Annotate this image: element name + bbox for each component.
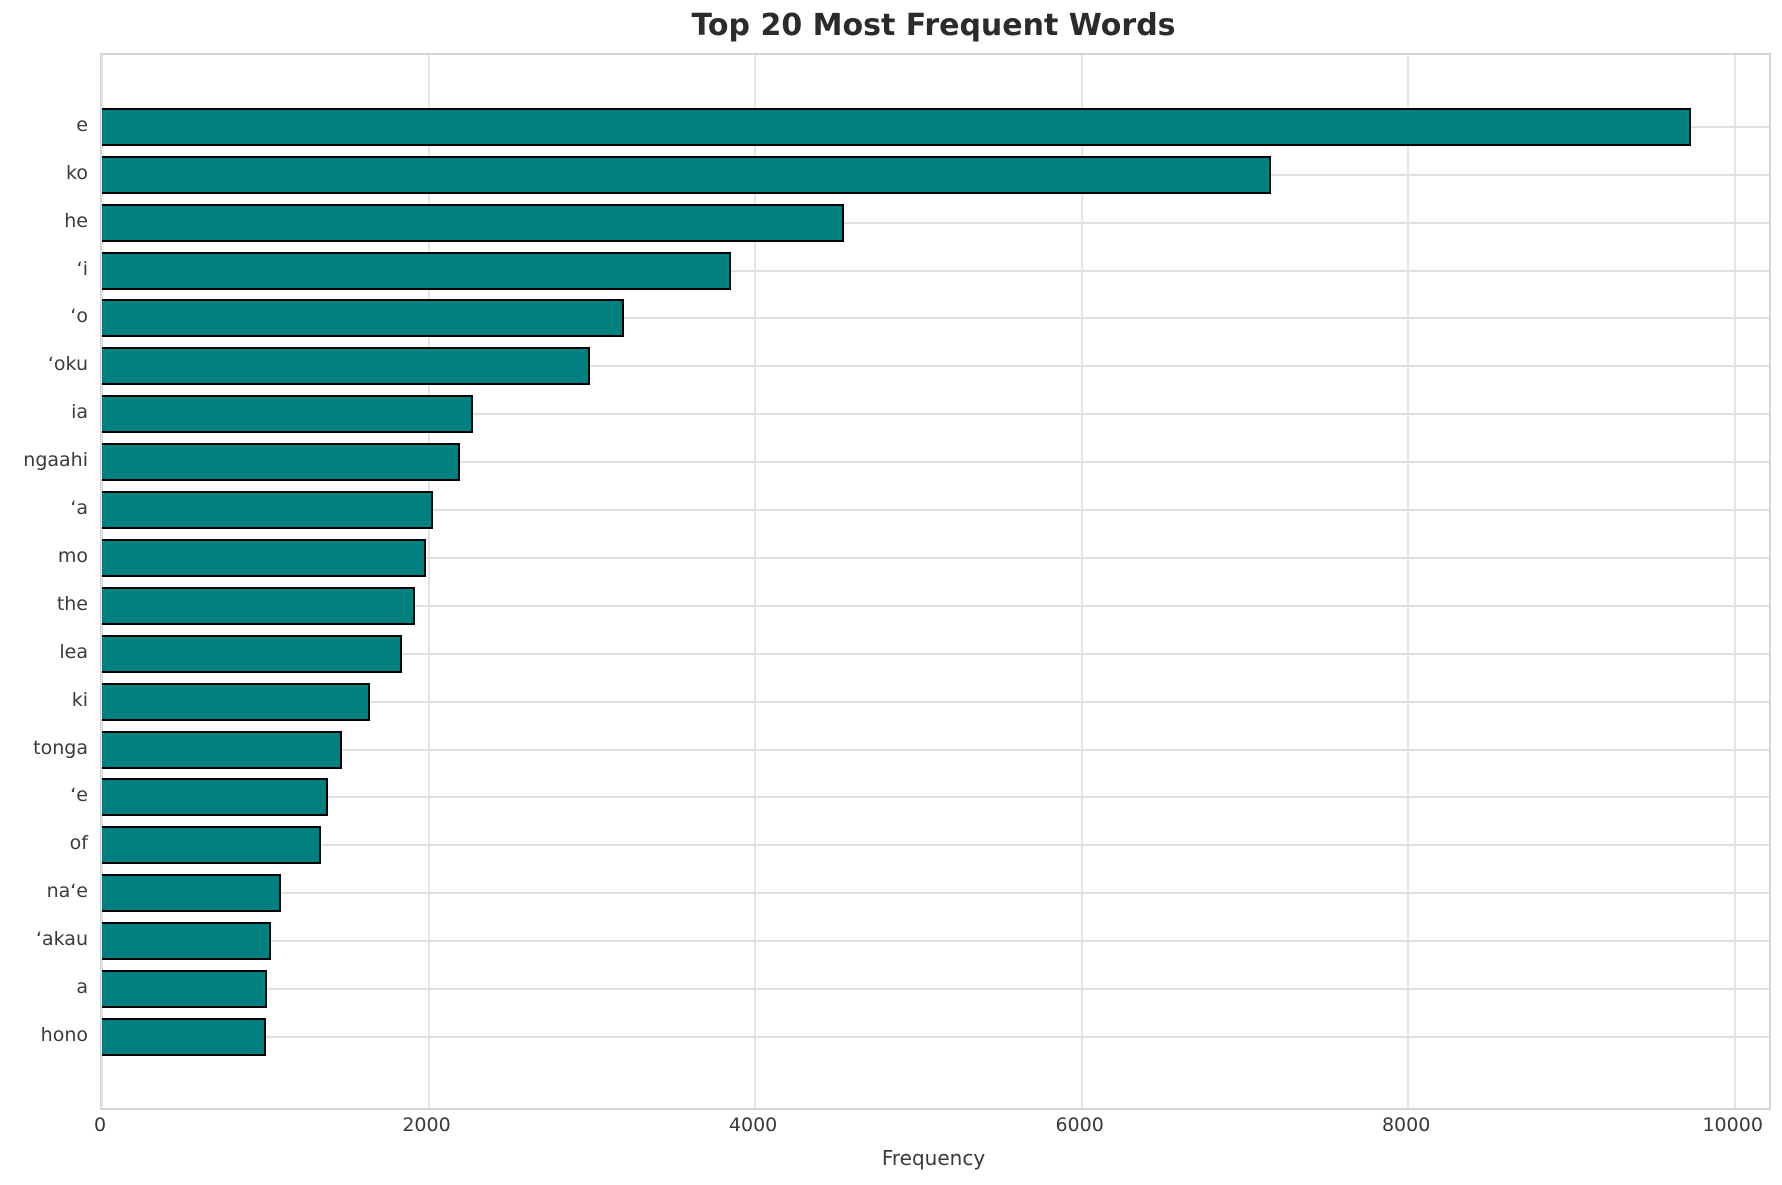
- y-tick-label: the: [56, 592, 88, 615]
- h-gridline: [102, 317, 1769, 320]
- h-gridline: [102, 844, 1769, 847]
- y-tick-label: tonga: [33, 736, 88, 759]
- y-tick-label: e: [76, 113, 88, 136]
- h-gridline: [102, 796, 1769, 799]
- bar-‘i: [102, 251, 731, 290]
- y-tick-label: he: [64, 209, 88, 232]
- h-gridline: [102, 604, 1769, 607]
- h-gridline: [102, 365, 1769, 368]
- x-tick-label: 2000: [402, 1114, 451, 1136]
- h-gridline: [102, 988, 1769, 990]
- bar-ia: [102, 395, 473, 434]
- h-gridline: [102, 1035, 1769, 1038]
- x-tick-label: 8000: [1381, 1114, 1431, 1136]
- bar-of: [102, 826, 321, 865]
- y-tick-label: ‘a: [70, 497, 88, 519]
- bar-lea: [102, 634, 402, 673]
- h-gridline: [102, 461, 1769, 464]
- x-tick-label: 10000: [1702, 1114, 1763, 1136]
- y-tick-label: ‘e: [70, 784, 88, 807]
- h-gridline: [102, 269, 1769, 272]
- bar-‘e: [102, 778, 329, 817]
- chart-title: Top 20 Most Frequent Words: [691, 8, 1176, 43]
- bar-tonga: [102, 730, 342, 769]
- bar-he: [102, 203, 845, 242]
- y-tick-label: ‘oku: [47, 353, 88, 376]
- bar-‘a: [102, 491, 433, 529]
- v-gridline: [1733, 55, 1736, 1108]
- v-gridline: [1407, 55, 1410, 1108]
- h-gridline: [102, 700, 1769, 703]
- bar-‘akau: [102, 922, 271, 961]
- bar-hono: [102, 1017, 267, 1056]
- y-tick-label: lea: [59, 640, 88, 663]
- h-gridline: [102, 413, 1769, 416]
- bar-ko: [102, 155, 1272, 194]
- bar-a: [102, 970, 267, 1008]
- bar-mo: [102, 538, 427, 577]
- bar-na‘e: [102, 874, 281, 913]
- h-gridline: [102, 940, 1769, 943]
- h-gridline: [102, 892, 1769, 895]
- x-tick-label: 4000: [728, 1114, 778, 1136]
- y-tick-label: ia: [71, 401, 88, 424]
- bar-ngaahi: [102, 443, 460, 482]
- h-gridline: [102, 221, 1769, 224]
- bar-the: [102, 586, 415, 625]
- h-gridline: [102, 556, 1769, 559]
- y-tick-label: ngaahi: [23, 449, 88, 472]
- y-tick-label: ‘o: [70, 305, 88, 328]
- bar-ki: [102, 682, 370, 721]
- y-tick-label: na‘e: [46, 880, 88, 903]
- x-axis-title: Frequency: [881, 1146, 986, 1170]
- plot-area: [100, 53, 1771, 1110]
- h-gridline: [102, 748, 1769, 751]
- bar-‘o: [102, 299, 624, 338]
- y-tick-label: a: [76, 976, 88, 998]
- x-tick-label: 6000: [1055, 1114, 1104, 1136]
- y-tick-label: ‘akau: [35, 928, 88, 951]
- y-tick-label: of: [69, 832, 88, 855]
- h-gridline: [102, 509, 1769, 511]
- y-tick-label: hono: [40, 1023, 88, 1046]
- v-gridline: [1080, 55, 1083, 1108]
- y-tick-label: ‘i: [76, 257, 88, 280]
- v-gridline: [427, 55, 430, 1108]
- y-tick-label: ki: [71, 688, 88, 711]
- h-gridline: [102, 652, 1769, 655]
- x-tick-label: 0: [93, 1114, 107, 1136]
- y-tick-label: mo: [57, 544, 88, 567]
- bar-e: [102, 107, 1691, 146]
- v-gridline: [754, 55, 757, 1108]
- bar-‘oku: [102, 347, 591, 386]
- v-gridline: [101, 55, 103, 1108]
- y-tick-label: ko: [66, 161, 88, 184]
